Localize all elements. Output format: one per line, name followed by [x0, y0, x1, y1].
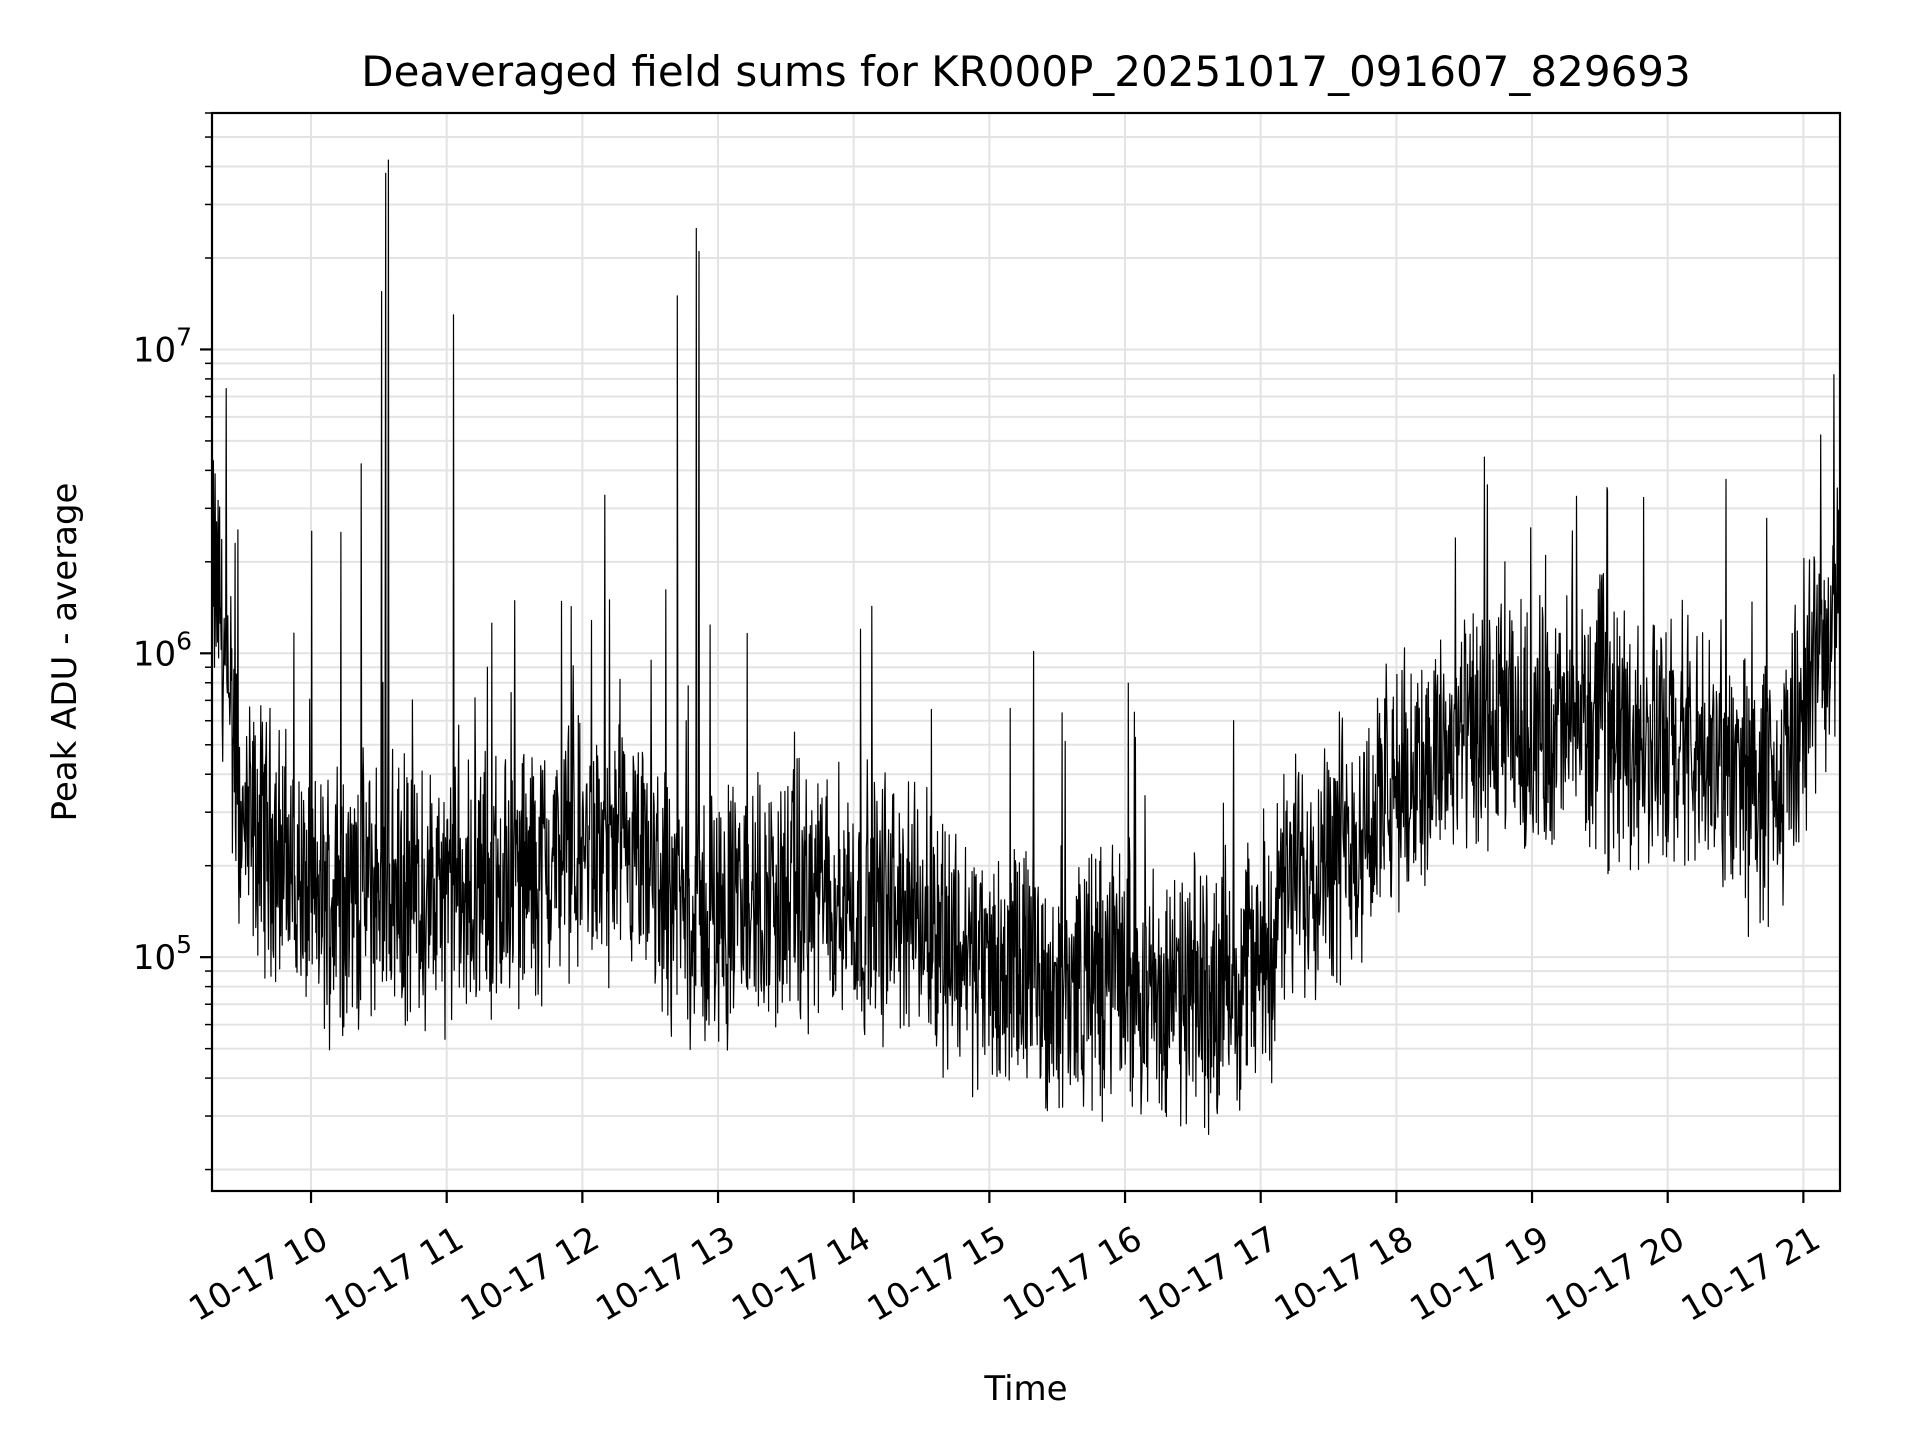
- y-tick-exponent: 7: [176, 322, 192, 351]
- x-tick-label: 10-17 20: [1539, 1219, 1691, 1330]
- x-tick-label: 10-17 17: [1132, 1219, 1284, 1330]
- x-tick-label: 10-17 18: [1268, 1219, 1420, 1330]
- y-tick-base: 10: [133, 938, 176, 978]
- y-tick-label: 106: [133, 626, 192, 674]
- y-tick-exponent: 5: [176, 930, 192, 959]
- x-tick-label: 10-17 10: [182, 1219, 334, 1330]
- y-tick-exponent: 6: [176, 626, 192, 655]
- y-tick-base: 10: [133, 330, 176, 370]
- x-tick-label: 10-17 11: [318, 1219, 470, 1330]
- x-tick-label: 10-17 12: [454, 1219, 606, 1330]
- x-tick-label: 10-17 13: [589, 1219, 741, 1330]
- x-tick-label: 10-17 15: [861, 1219, 1013, 1330]
- series-layer: [211, 159, 1841, 1135]
- chart-title: Deaveraged field sums for KR000P_2025101…: [361, 47, 1691, 96]
- plot-frame: [210, 111, 1842, 1193]
- series-line: [211, 159, 1841, 1135]
- x-tick-label: 10-17 16: [996, 1219, 1148, 1330]
- x-tick-label: 10-17 21: [1675, 1219, 1827, 1330]
- y-tick-label: 107: [133, 322, 192, 370]
- grid: [212, 112, 1840, 1191]
- x-axis-label: Time: [983, 1369, 1067, 1409]
- y-axis-label: Peak ADU - average: [45, 483, 85, 822]
- x-tick-label: 10-17 14: [725, 1219, 877, 1330]
- y-tick-base: 10: [133, 634, 176, 674]
- x-tick-label: 10-17 19: [1403, 1219, 1555, 1330]
- y-tick-label: 105: [133, 930, 192, 978]
